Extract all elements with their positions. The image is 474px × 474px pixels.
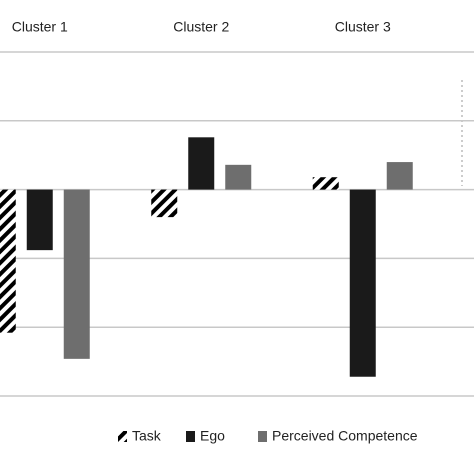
bar	[26, 189, 53, 251]
bar	[225, 164, 252, 190]
legend-swatch	[258, 431, 267, 442]
legend-swatch	[118, 431, 127, 442]
plot-area	[0, 51, 474, 397]
legend-label: Ego	[200, 428, 225, 444]
category-label: Cluster 1	[12, 19, 68, 35]
bar	[151, 189, 178, 218]
bar	[188, 137, 215, 190]
category-label: Cluster 3	[335, 19, 391, 35]
bar	[349, 189, 376, 377]
category-label: Cluster 2	[173, 19, 229, 35]
legend-label: Task	[132, 428, 162, 444]
legend-swatch	[186, 431, 195, 442]
legend-item: Ego	[186, 428, 225, 444]
legend-item: Perceived Competence	[258, 428, 418, 444]
bar	[386, 162, 413, 190]
legend-label: Perceived Competence	[272, 428, 418, 444]
bar	[63, 189, 90, 359]
bar	[0, 189, 16, 333]
legend-item: Task	[118, 428, 162, 444]
bar	[312, 177, 339, 190]
